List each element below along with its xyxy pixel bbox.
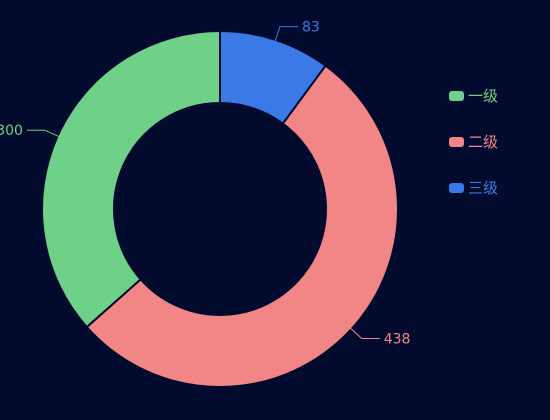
donut-slice-1[interactable]	[41, 29, 221, 329]
legend-label: 一级	[468, 87, 499, 105]
data-label-3: 83	[302, 20, 320, 36]
leader-line-3	[274, 26, 298, 42]
data-label-1: 300	[0, 123, 23, 139]
legend-swatch	[449, 183, 464, 193]
slices-layer	[41, 29, 399, 388]
legend: 一级 二级 三级	[449, 86, 498, 198]
labels-layer: 83 438 300	[0, 20, 410, 348]
leader-line-2	[349, 327, 380, 340]
legend-item-level-3[interactable]: 三级	[449, 178, 498, 198]
legend-item-level-2[interactable]: 二级	[449, 132, 498, 152]
donut-slice-2[interactable]	[85, 64, 399, 388]
leader-line-1	[26, 129, 60, 138]
data-label-2: 438	[384, 332, 411, 348]
legend-item-level-1[interactable]: 一级	[449, 86, 498, 106]
legend-swatch	[449, 137, 464, 147]
legend-label: 三级	[468, 179, 499, 197]
legend-label: 二级	[468, 133, 499, 151]
legend-swatch	[449, 91, 464, 101]
